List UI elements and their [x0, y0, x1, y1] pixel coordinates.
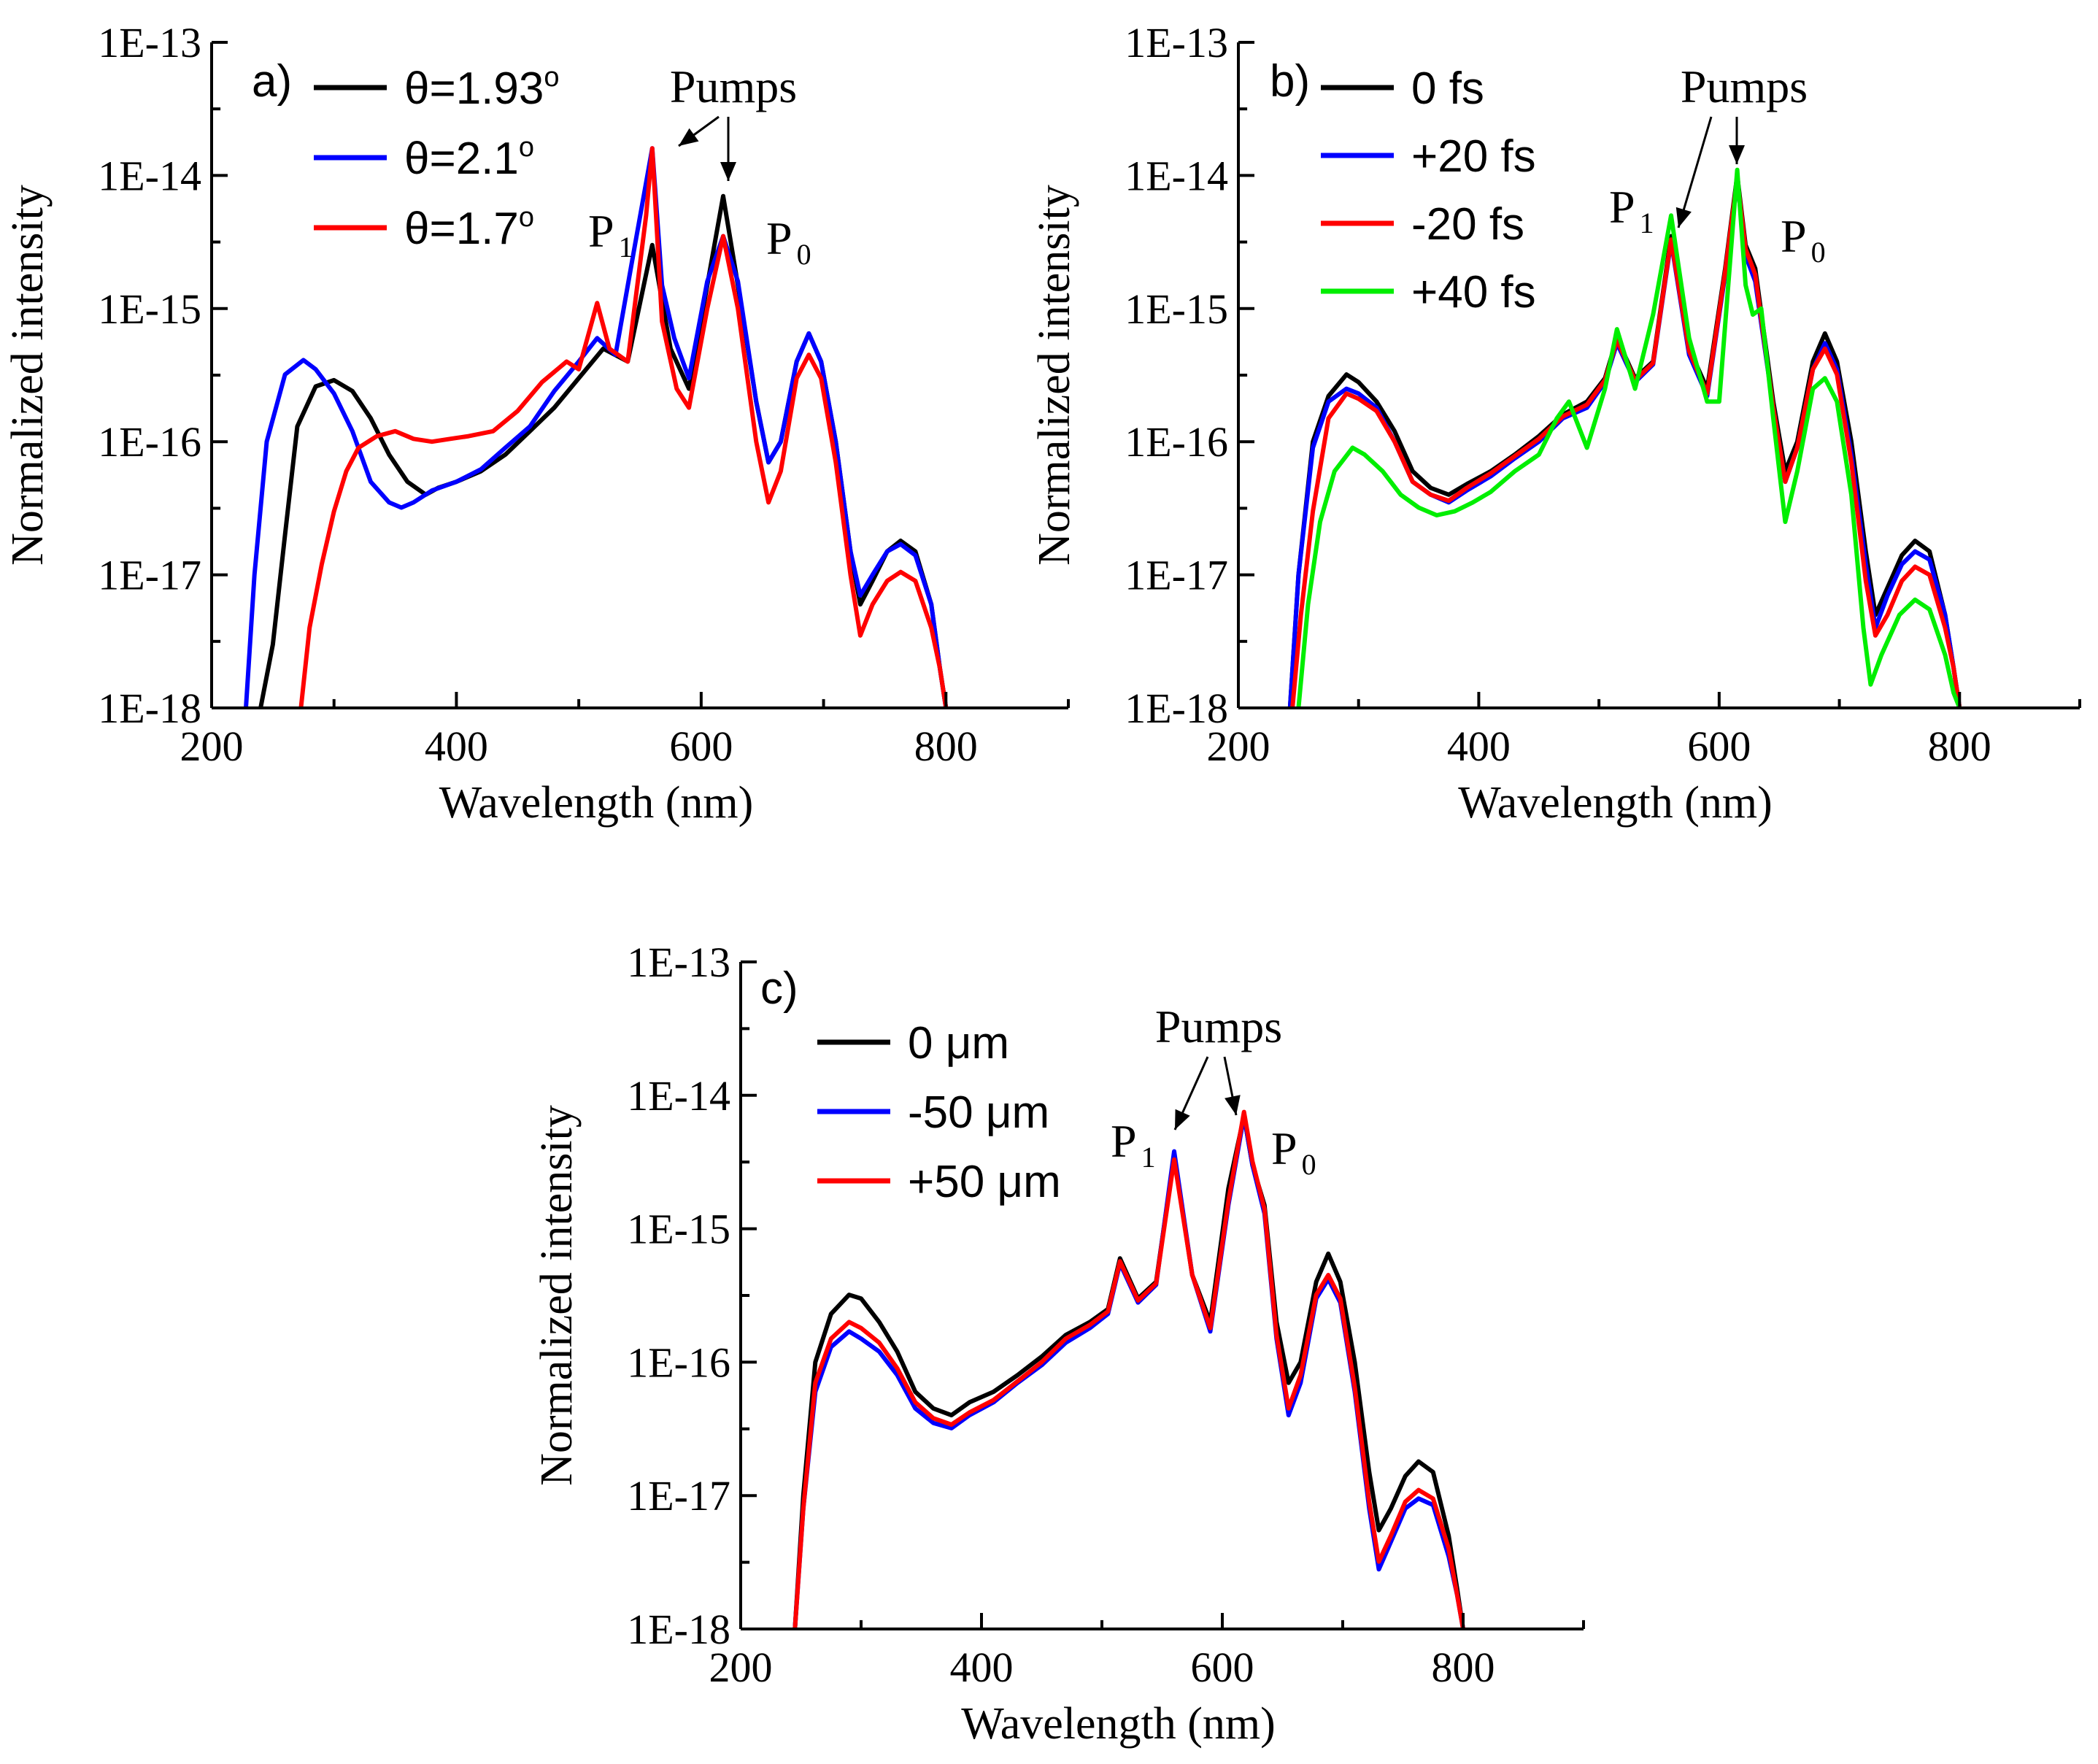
- y-axis-title: Normalized intensity: [532, 1105, 582, 1486]
- y-tick-label: 1E-17: [627, 1472, 730, 1520]
- x-tick-label: 800: [1928, 723, 1991, 770]
- pump-arrowhead-2: [720, 162, 736, 181]
- legend-label-2: +20 fs: [1411, 131, 1536, 182]
- y-tick-label: 1E-15: [1125, 285, 1228, 333]
- y-tick-label: 1E-14: [627, 1072, 730, 1120]
- legend-label-degree: o: [519, 202, 534, 233]
- y-tick-label: 1E-17: [98, 552, 201, 599]
- series-group: [1287, 167, 1962, 708]
- p0-letter: P: [1781, 210, 1807, 262]
- y-tick-label: 1E-14: [1125, 152, 1228, 199]
- y-tick-label: 1E-18: [627, 1606, 730, 1653]
- x-axis-title: Wavelength (nm): [961, 1699, 1276, 1749]
- x-tick-label: 200: [709, 1644, 773, 1691]
- legend-label-2: θ=2.1o: [404, 132, 534, 184]
- y-axis-title: Normalized intensity: [3, 185, 53, 566]
- legend-label-2: -50 μm: [908, 1087, 1049, 1138]
- p1-letter: P: [588, 205, 614, 257]
- pump-arrowhead-1: [1175, 1109, 1190, 1130]
- y-tick-label: 1E-17: [1125, 552, 1228, 599]
- chart-panel-1: 200 400 600 800 1E-13 1E-14 1E-15 1E-16 1E-17 1E-…: [3, 19, 1070, 828]
- series-line-3: [792, 1109, 1465, 1629]
- y-tick-label: 1E-16: [627, 1339, 730, 1386]
- y-axis-title: Normalized intensity: [1030, 185, 1079, 566]
- x-tick-label: 600: [669, 723, 733, 770]
- legend-label-degree: o: [544, 62, 559, 93]
- y-tick-label: 1E-13: [627, 939, 730, 986]
- legend-label-text: θ=1.93: [404, 63, 544, 114]
- legend-label-text: θ=2.1: [404, 134, 519, 184]
- panel-label: c): [760, 963, 798, 1014]
- series-line-3: [298, 146, 949, 708]
- legend-label-3: +50 μm: [908, 1157, 1061, 1207]
- series-line-2: [1287, 179, 1962, 708]
- legend-label-3: θ=1.7o: [404, 202, 534, 254]
- p0-letter: P: [1271, 1122, 1297, 1174]
- pumps-label: Pumps: [1681, 61, 1808, 112]
- x-tick-label: 800: [914, 723, 978, 770]
- series-group: [792, 1109, 1465, 1629]
- y-tick-label: 1E-16: [98, 418, 201, 466]
- pump-arrowhead-2: [1729, 145, 1745, 164]
- legend-label-text: θ=1.7: [404, 204, 519, 254]
- x-tick-label: 400: [950, 1644, 1014, 1691]
- p0-subscript: 0: [1302, 1148, 1316, 1181]
- pump-arrowhead-2: [1225, 1095, 1241, 1115]
- y-tick-label: 1E-14: [98, 152, 201, 199]
- x-tick-label: 200: [1207, 723, 1270, 770]
- p1-subscript: 1: [1640, 207, 1654, 239]
- y-tick-label: 1E-15: [627, 1206, 730, 1253]
- pump-arrow-1: [1677, 116, 1713, 228]
- y-tick-label: 1E-15: [98, 285, 201, 333]
- panel-label: a): [252, 56, 292, 107]
- series-line-2: [792, 1114, 1465, 1629]
- panel-label: b): [1270, 56, 1310, 107]
- y-tick-label: 1E-18: [98, 685, 201, 732]
- y-tick-label: 1E-18: [1125, 685, 1228, 732]
- p1-subscript: 1: [1141, 1141, 1156, 1174]
- x-tick-label: 600: [1687, 723, 1751, 770]
- legend-label-1: 0 fs: [1411, 63, 1484, 114]
- y-tick-label: 1E-13: [1125, 19, 1228, 66]
- pump-arrowhead-1: [679, 128, 699, 146]
- p0-subscript: 0: [797, 238, 811, 271]
- series-line-3: [1290, 176, 1962, 708]
- p1-letter: P: [1609, 181, 1635, 233]
- legend-label-degree: o: [519, 132, 534, 163]
- legend-label-3: -20 fs: [1411, 199, 1524, 250]
- series-line-4: [1296, 167, 1962, 708]
- series-line-1: [1287, 173, 1962, 708]
- legend-label-1: 0 μm: [908, 1018, 1009, 1068]
- p0-subscript: 0: [1811, 236, 1826, 269]
- pumps-label: Pumps: [670, 61, 797, 112]
- x-tick-label: 400: [1447, 723, 1511, 770]
- chart-panel-3: 200 400 600 800 1E-13 1E-14 1E-15 1E-16 1E-17 1E-…: [532, 939, 1585, 1749]
- series-line-1: [258, 193, 949, 708]
- x-axis-title: Wavelength (nm): [439, 778, 754, 828]
- x-axis-title: Wavelength (nm): [1458, 778, 1773, 828]
- x-tick-label: 200: [180, 723, 244, 770]
- p0-letter: P: [766, 212, 792, 264]
- legend-label-1: θ=1.93o: [404, 62, 560, 114]
- y-tick-label: 1E-16: [1125, 418, 1228, 466]
- legend-label-4: +40 fs: [1411, 267, 1536, 317]
- x-tick-label: 400: [425, 723, 488, 770]
- chart-panel-2: 200 400 600 800 1E-13 1E-14 1E-15 1E-16 1E-17 1E-…: [1030, 19, 2081, 828]
- p1-subscript: 1: [619, 231, 633, 263]
- x-tick-label: 800: [1432, 1644, 1495, 1691]
- pumps-label: Pumps: [1155, 1001, 1282, 1052]
- series-group: [244, 146, 949, 708]
- p1-letter: P: [1111, 1115, 1137, 1167]
- y-tick-label: 1E-13: [98, 19, 201, 66]
- pump-arrowhead-1: [1675, 207, 1692, 228]
- x-tick-label: 600: [1191, 1644, 1254, 1691]
